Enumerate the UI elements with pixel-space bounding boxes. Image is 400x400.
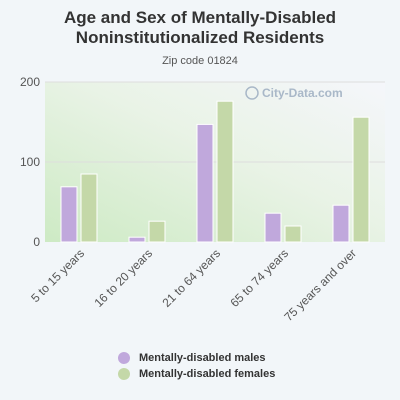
watermark-icon	[245, 86, 259, 100]
y-axis: 0 100 200	[20, 75, 40, 249]
legend-item-females: Mentally-disabled females	[118, 366, 275, 382]
legend-label-males: Mentally-disabled males	[139, 352, 266, 364]
x-tick-label: 21 to 64 years	[159, 246, 223, 310]
bar-males	[60, 186, 78, 243]
bar-females	[80, 173, 98, 243]
gridlines	[45, 81, 385, 163]
legend-swatch-males	[118, 352, 130, 364]
chart-title-line2: Noninstitutionalized Residents	[75, 28, 325, 47]
watermark: City-Data.com	[245, 86, 343, 100]
y-tick-label: 0	[33, 235, 40, 249]
bar-males	[264, 212, 282, 243]
chart-subtitle: Zip code 01824	[162, 55, 238, 67]
legend-swatch-females	[118, 368, 130, 380]
x-axis: 5 to 15 years 16 to 20 years 21 to 64 year…	[28, 246, 359, 324]
bar-females	[352, 116, 370, 243]
chart-title: Age and Sex of Mentally-Disabled Noninst…	[0, 8, 400, 48]
legend-item-males: Mentally-disabled males	[118, 350, 275, 366]
bar-females	[284, 225, 302, 243]
legend-label-females: Mentally-disabled females	[139, 368, 276, 380]
x-tick-label: 75 years and over	[281, 246, 359, 324]
bar-males	[128, 236, 146, 243]
x-tick-label: 65 to 74 years	[227, 246, 291, 310]
legend: Mentally-disabled males Mentally-disable…	[118, 350, 275, 382]
y-tick-label: 100	[20, 155, 40, 169]
x-tick-label: 5 to 15 years	[28, 246, 87, 305]
bar-males	[332, 204, 350, 243]
x-tick-label: 16 to 20 years	[91, 246, 155, 310]
bar-males	[196, 123, 214, 243]
bar-females	[216, 100, 234, 243]
y-tick-label: 200	[20, 75, 40, 89]
chart-title-line1: Age and Sex of Mentally-Disabled	[63, 8, 337, 27]
watermark-text: City-Data.com	[262, 86, 343, 100]
bar-females	[148, 220, 166, 243]
bars	[60, 100, 370, 243]
